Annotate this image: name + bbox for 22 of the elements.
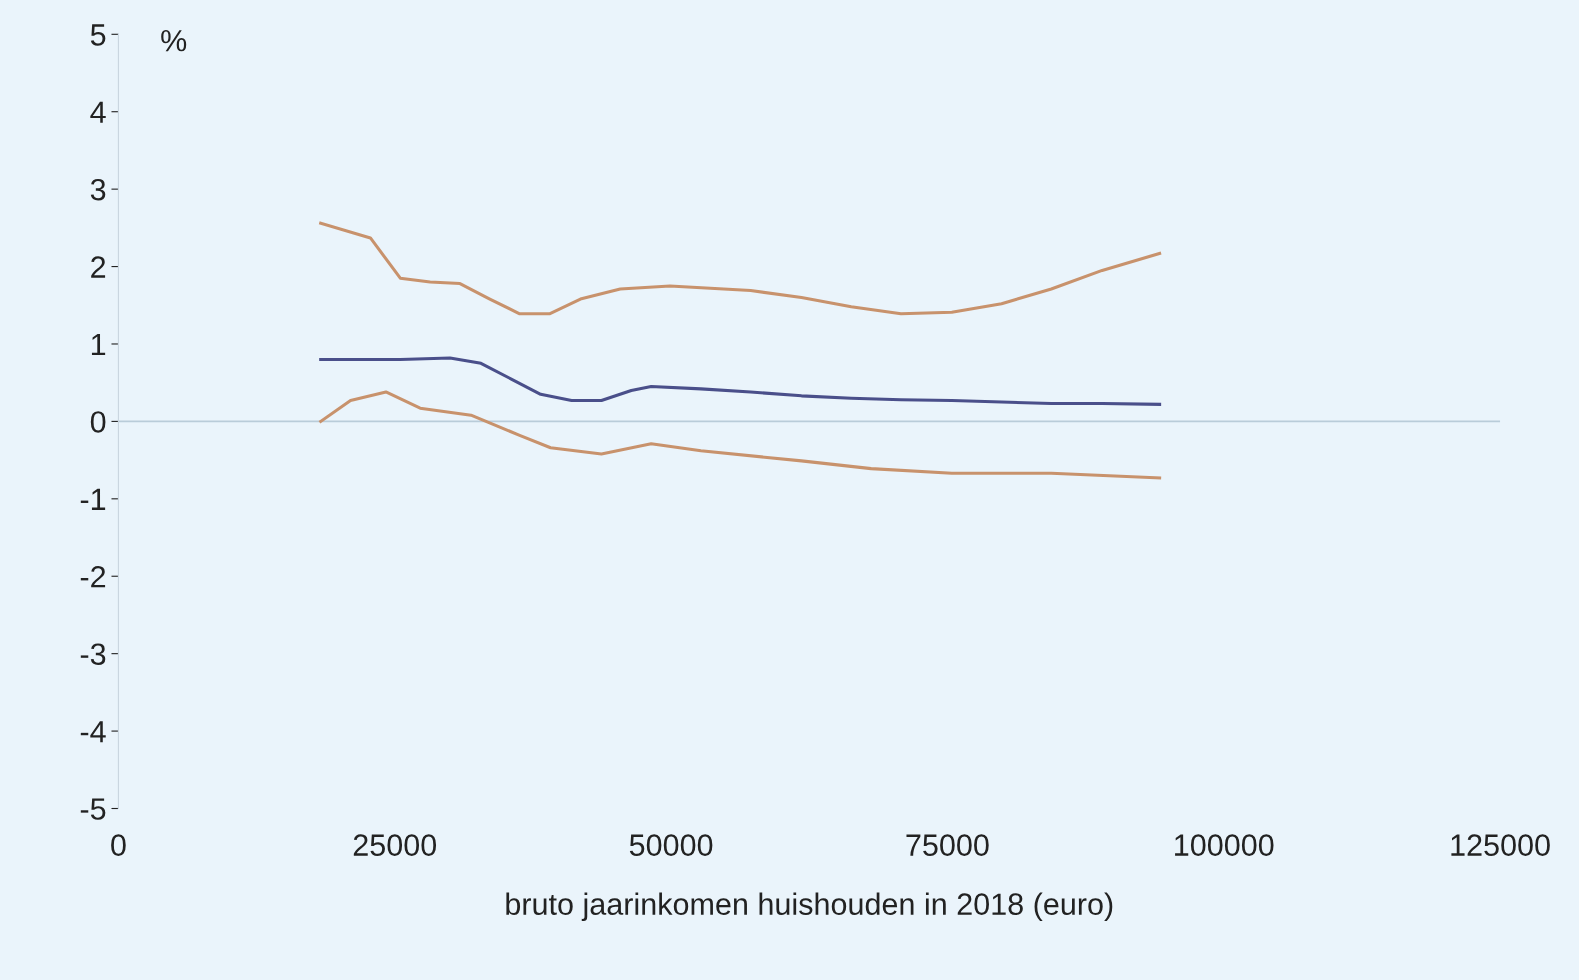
y-tick-label: 2 bbox=[91, 256, 106, 278]
y-tick-label: -4 bbox=[80, 721, 106, 743]
line-series bbox=[319, 221, 1162, 316]
line-series bbox=[319, 390, 1162, 480]
y-tick-label: 0 bbox=[90, 411, 106, 433]
y-tick-label: 4 bbox=[90, 101, 106, 123]
x-tick-label: 100000 bbox=[1175, 834, 1274, 856]
y-tick-label: -1 bbox=[80, 488, 106, 510]
y-tick-label: 3 bbox=[90, 178, 106, 201]
y-tick-label: -3 bbox=[80, 643, 106, 666]
x-axis-title: bruto jaarinkomen huishouden in 2018 (euro) bbox=[506, 892, 1113, 922]
y-tick-label: 5 bbox=[90, 24, 106, 46]
y-axis-title: % bbox=[161, 29, 187, 52]
y-tick-label: -2 bbox=[80, 565, 106, 588]
x-tick-label: 50000 bbox=[629, 834, 713, 856]
y-tick-label: -5 bbox=[80, 798, 106, 820]
x-tick-label: 0 bbox=[111, 834, 126, 856]
x-tick-label: 25000 bbox=[353, 834, 437, 856]
x-tick-label: 125000 bbox=[1451, 834, 1550, 856]
line-series bbox=[319, 356, 1162, 406]
y-tick-label: 1 bbox=[91, 334, 106, 356]
x-tick-label: 75000 bbox=[906, 834, 989, 856]
